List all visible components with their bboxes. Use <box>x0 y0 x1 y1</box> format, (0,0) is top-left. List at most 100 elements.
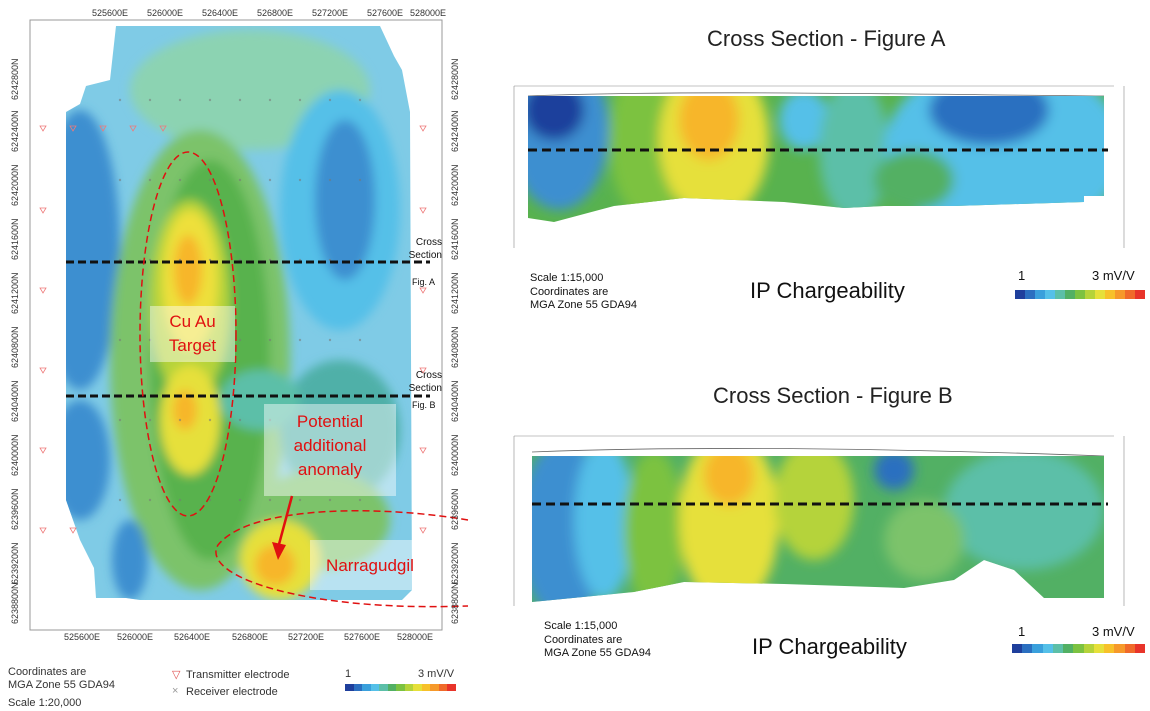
y-tick-right: 6242000N <box>450 164 460 206</box>
ramp-swatch <box>1025 290 1035 299</box>
ramp-swatch <box>404 684 414 691</box>
ramp-swatch <box>447 684 456 691</box>
x-tick-bottom: 526000E <box>116 632 154 642</box>
ramp-swatch <box>1085 290 1095 299</box>
y-tick-right: 6240400N <box>450 380 460 422</box>
ramp-swatch <box>421 684 431 691</box>
section-a-label: Cross Section <box>400 236 442 262</box>
section-a-coords-line: MGA Zone 55 GDA94 <box>530 299 637 311</box>
legend-scale-min: 1 <box>345 668 352 680</box>
ramp-swatch <box>1055 290 1065 299</box>
section-a-scale-min: 1 <box>1018 268 1026 283</box>
ramp-swatch <box>1135 290 1145 299</box>
transmitter-markers <box>39 125 427 534</box>
ramp-swatch <box>430 684 439 691</box>
y-tick-left: 6238800N <box>10 582 20 624</box>
target-label: Cu Au Target <box>150 310 235 358</box>
x-tick-bottom: 528000E <box>396 632 434 642</box>
anomaly-label: Potential additional anomaly <box>264 410 396 482</box>
target-label-line: Target <box>168 336 217 355</box>
x-tick-bottom: 525600E <box>63 632 101 642</box>
section-b-fig-label: Fig. B <box>412 400 436 410</box>
y-tick-left: 6242800N <box>10 58 20 100</box>
ramp-swatch <box>1063 644 1074 653</box>
ramp-swatch <box>353 684 363 691</box>
ramp-swatch <box>1083 644 1094 653</box>
x-tick-top: 525600E <box>91 8 129 18</box>
cu-au-target-outline <box>139 151 237 517</box>
anomaly-label-line: Potential <box>296 412 364 431</box>
ramp-swatch <box>1065 290 1075 299</box>
anomaly-arrow-head <box>272 542 286 560</box>
transmitter-symbol-icon: ▽ <box>172 669 181 681</box>
ramp-swatch <box>1032 644 1043 653</box>
y-tick-right: 6241600N <box>450 218 460 260</box>
ramp-swatch <box>1105 290 1115 299</box>
section-a-scale-max: 3 mV/V <box>1092 268 1135 283</box>
x-tick-top: 526400E <box>201 8 239 18</box>
ramp-swatch <box>1125 290 1135 299</box>
section-a-canvas <box>513 85 1125 248</box>
target-label-box <box>150 306 235 362</box>
ramp-swatch <box>1015 290 1025 299</box>
ramp-swatch <box>1114 644 1125 653</box>
ramp-swatch <box>1075 290 1085 299</box>
section-b-heatmap <box>532 456 1104 602</box>
y-tick-left: 6239600N <box>10 488 20 530</box>
narragudgil-outline <box>215 510 469 608</box>
section-b-color-ramp <box>1012 644 1146 653</box>
ramp-swatch <box>1124 644 1135 653</box>
ramp-swatch <box>1052 644 1064 653</box>
ramp-swatch <box>1035 290 1045 299</box>
x-tick-top: 526000E <box>146 8 184 18</box>
x-tick-top: 527200E <box>311 8 349 18</box>
y-tick-right: 6238800N <box>450 582 460 624</box>
place-label: Narragudgil <box>326 556 414 575</box>
y-tick-left: 6241600N <box>10 218 20 260</box>
x-tick-top: 528000E <box>409 8 447 18</box>
legend-color-ramp <box>345 684 456 691</box>
ramp-swatch <box>413 684 422 691</box>
anomaly-label-line: anomaly <box>297 460 363 479</box>
section-a-ip-title: IP Chargeability <box>750 278 905 303</box>
target-label-line: Cu Au <box>169 312 216 331</box>
section-b-label-line: Section <box>408 383 442 394</box>
section-b-canvas <box>513 435 1125 606</box>
transmitter-legend-label: Transmitter electrode <box>186 669 290 681</box>
ramp-swatch <box>1012 644 1023 653</box>
section-a-scale: Scale 1:15,000 <box>530 272 604 284</box>
y-tick-left: 6241200N <box>10 272 20 314</box>
y-tick-left: 6240000N <box>10 434 20 476</box>
section-a-title: Cross Section - Figure A <box>707 26 946 51</box>
x-tick-top: 527600E <box>366 8 404 18</box>
receiver-symbol-icon: × <box>172 685 179 697</box>
ramp-swatch <box>1093 644 1105 653</box>
section-b-coords-line: MGA Zone 55 GDA94 <box>544 647 651 659</box>
map-coords-line: Coordinates are <box>8 666 87 678</box>
y-tick-right: 6240800N <box>450 326 460 368</box>
section-a-fig-label: Fig. A <box>412 277 436 287</box>
section-a-label-line: Cross <box>415 237 442 248</box>
section-a-coords-line: Coordinates are <box>530 286 609 298</box>
y-tick-left: 6239200N <box>10 542 20 584</box>
x-tick-bottom: 527200E <box>287 632 325 642</box>
x-tick-bottom: 526400E <box>173 632 211 642</box>
x-tick-bottom: 526800E <box>231 632 269 642</box>
ramp-swatch <box>387 684 397 691</box>
y-tick-right: 6242400N <box>450 110 460 152</box>
section-b-scale-max: 3 mV/V <box>1092 624 1135 639</box>
y-tick-right: 6240000N <box>450 434 460 476</box>
ramp-swatch <box>1042 644 1053 653</box>
plan-map-canvas <box>29 19 469 631</box>
ramp-swatch <box>1045 290 1055 299</box>
section-b-label: Cross Section <box>400 369 442 395</box>
section-a-label-line: Section <box>408 250 442 261</box>
map-frame <box>29 19 443 631</box>
section-a-color-ramp <box>1015 290 1145 299</box>
y-tick-right: 6239200N <box>450 542 460 584</box>
ramp-swatch <box>370 684 380 691</box>
map-coords-line: MGA Zone 55 GDA94 <box>8 679 115 691</box>
section-a-plot <box>484 70 1144 260</box>
x-tick-top: 526800E <box>256 8 294 18</box>
y-tick-left: 6240400N <box>10 380 20 422</box>
